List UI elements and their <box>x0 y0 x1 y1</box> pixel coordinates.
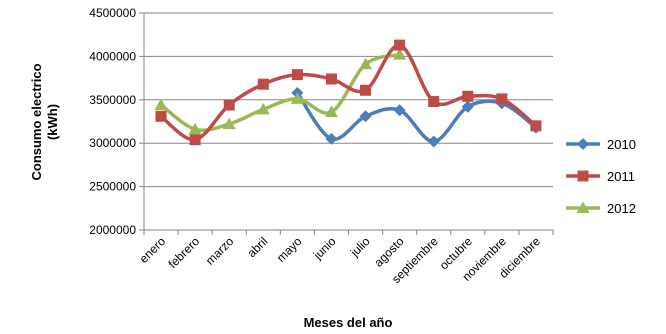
point-2012-enero <box>154 98 168 111</box>
point-2011-agosto <box>394 39 406 51</box>
y-tick-label-2: 3000000 <box>89 136 136 150</box>
point-2011-mayo <box>291 69 303 81</box>
legend-item-2010: 2010 <box>566 137 636 152</box>
x-tick-label-julio: julio <box>347 234 373 260</box>
y-tick-label-4: 4000000 <box>89 49 136 63</box>
legend-label-2010: 2010 <box>607 137 636 152</box>
point-2011-junio <box>325 73 337 85</box>
legend-item-2011: 2011 <box>566 169 635 184</box>
y-tick-label-3: 3500000 <box>89 93 136 107</box>
x-tick-label-junio: junio <box>310 234 339 263</box>
point-2012-abril <box>256 102 270 115</box>
axes <box>139 12 554 235</box>
point-2012-agosto <box>393 48 407 60</box>
x-tick-label-enero: enero <box>137 234 169 266</box>
legend-label-2012: 2012 <box>607 201 636 216</box>
legend-item-2012: 2012 <box>566 201 636 216</box>
point-2010-agosto <box>393 104 406 117</box>
point-2012-junio <box>324 105 338 117</box>
point-2012-mayo <box>290 92 304 104</box>
y-tick-label-5: 4500000 <box>89 6 136 20</box>
point-2012-julio <box>359 57 373 70</box>
series-2011 <box>155 39 542 146</box>
point-2012-marzo <box>222 117 236 130</box>
legend-marker-2012 <box>576 201 590 213</box>
point-2011-diciembre <box>530 120 542 132</box>
point-2011-marzo <box>223 99 235 111</box>
point-2010-septiembre <box>427 135 440 148</box>
legend-marker-2011 <box>577 170 589 182</box>
point-2011-julio <box>360 84 372 96</box>
point-2011-enero <box>155 110 167 122</box>
y-axis-title-line-2: (kWh) <box>45 104 60 140</box>
point-2011-septiembre <box>428 96 440 108</box>
point-2011-octubre <box>462 90 474 102</box>
legend-label-2011: 2011 <box>607 169 635 184</box>
series-group <box>154 39 542 148</box>
point-2010-junio <box>325 132 338 145</box>
legend: 2010 2011 2012 <box>566 137 636 216</box>
y-tick-label-0: 2000000 <box>89 223 136 237</box>
x-tick-label-mayo: mayo <box>274 234 305 265</box>
point-2011-noviembre <box>496 93 508 105</box>
point-2011-febrero <box>189 134 201 146</box>
series-2012 <box>154 48 407 135</box>
point-2011-abril <box>257 78 269 90</box>
y-axis-title-line-1: Consumo electrico <box>29 63 44 180</box>
x-tick-label-febrero: febrero <box>165 234 202 271</box>
x-tick-label-abril: abril <box>244 234 270 260</box>
y-axis-ticks: 2000000 2500000 3000000 3500000 4000000 45000… <box>89 6 136 237</box>
point-2010-octubre <box>461 100 474 113</box>
point-2012-febrero <box>188 122 202 135</box>
gridlines <box>144 12 553 188</box>
x-axis-title: Meses del año <box>304 315 393 330</box>
y-tick-label-1: 2500000 <box>89 180 136 194</box>
point-2010-julio <box>359 110 372 123</box>
legend-marker-2010 <box>577 138 589 150</box>
x-tick-label-marzo: marzo <box>203 234 237 268</box>
